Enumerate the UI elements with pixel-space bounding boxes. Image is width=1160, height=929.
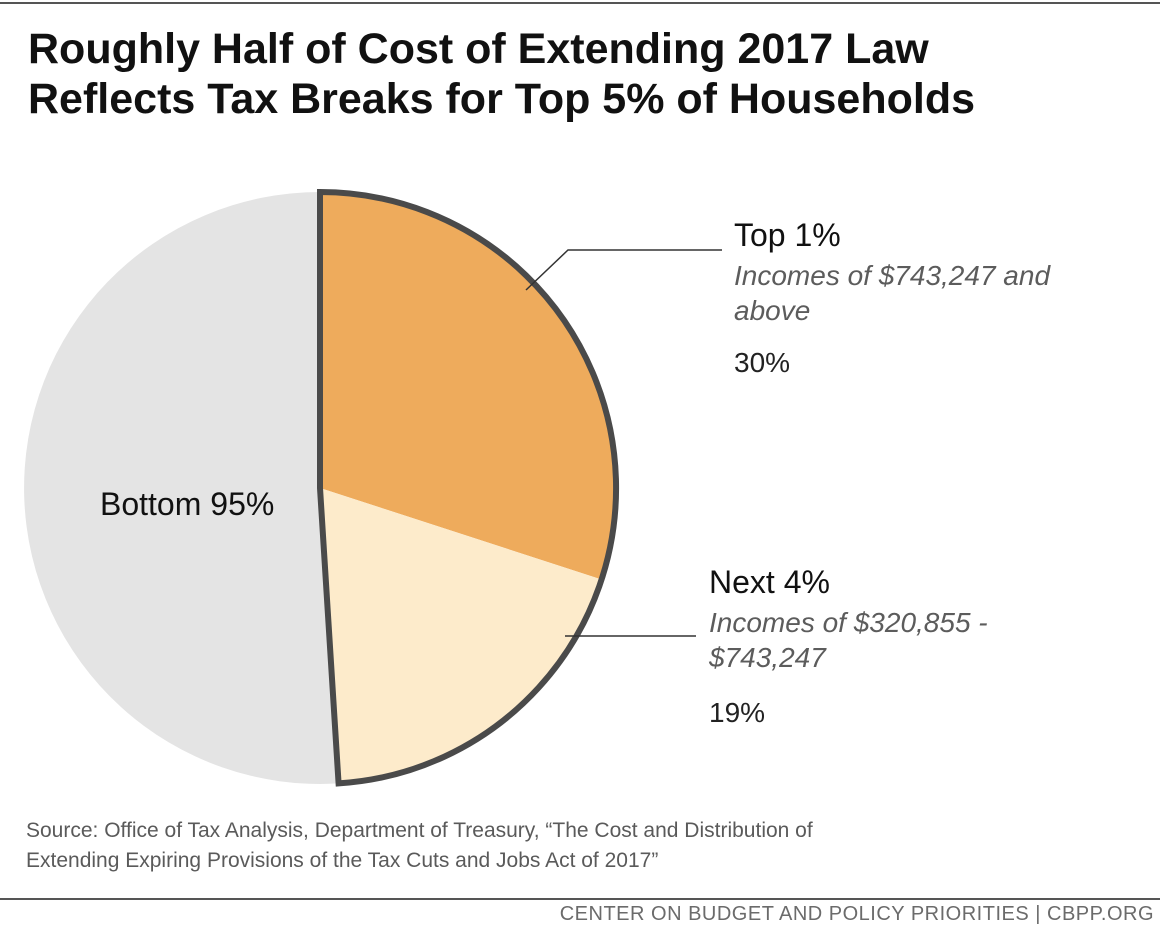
- source-line-2: Extending Expiring Provisions of the Tax…: [26, 849, 659, 872]
- publisher-credit: CENTER ON BUDGET AND POLICY PRIORITIES |…: [559, 903, 1154, 925]
- label-next-4-percent-desc-2: $743,247: [708, 642, 827, 673]
- label-next-4-percent-desc-1: Incomes of $320,855 -: [709, 607, 988, 638]
- label-next-4-percent-name: Next 4%: [709, 564, 830, 600]
- source-line-1: Source: Office of Tax Analysis, Departme…: [26, 819, 813, 842]
- chart-title-line-2: Reflects Tax Breaks for Top 5% of Househ…: [28, 75, 976, 123]
- label-top-1-percent-value: 30%: [734, 347, 790, 378]
- source-note: Source: Office of Tax Analysis, Departme…: [26, 816, 1136, 876]
- label-top-1-percent-desc-2: above: [734, 295, 810, 326]
- slice-next-4-percent: [320, 488, 602, 784]
- label-next-4-percent-value: 19%: [709, 697, 765, 728]
- label-top-1-percent-desc-1: Incomes of $743,247 and: [734, 260, 1051, 291]
- slice-top-1-percent: [320, 192, 616, 580]
- chart-title: Roughly Half of Cost of Extending 2017 L…: [28, 24, 1138, 124]
- label-top-1-percent-name: Top 1%: [734, 217, 841, 253]
- label-bottom-95-percent: Bottom 95%: [100, 486, 274, 522]
- leader-line-top-1-percent: [525, 249, 722, 291]
- top-rule: [0, 2, 1160, 4]
- bottom-rule: [0, 898, 1160, 900]
- chart-title-line-1: Roughly Half of Cost of Extending 2017 L…: [28, 25, 929, 73]
- top-5-percent-outline: [317, 188, 620, 787]
- slice-bottom-95-percent: [24, 192, 339, 784]
